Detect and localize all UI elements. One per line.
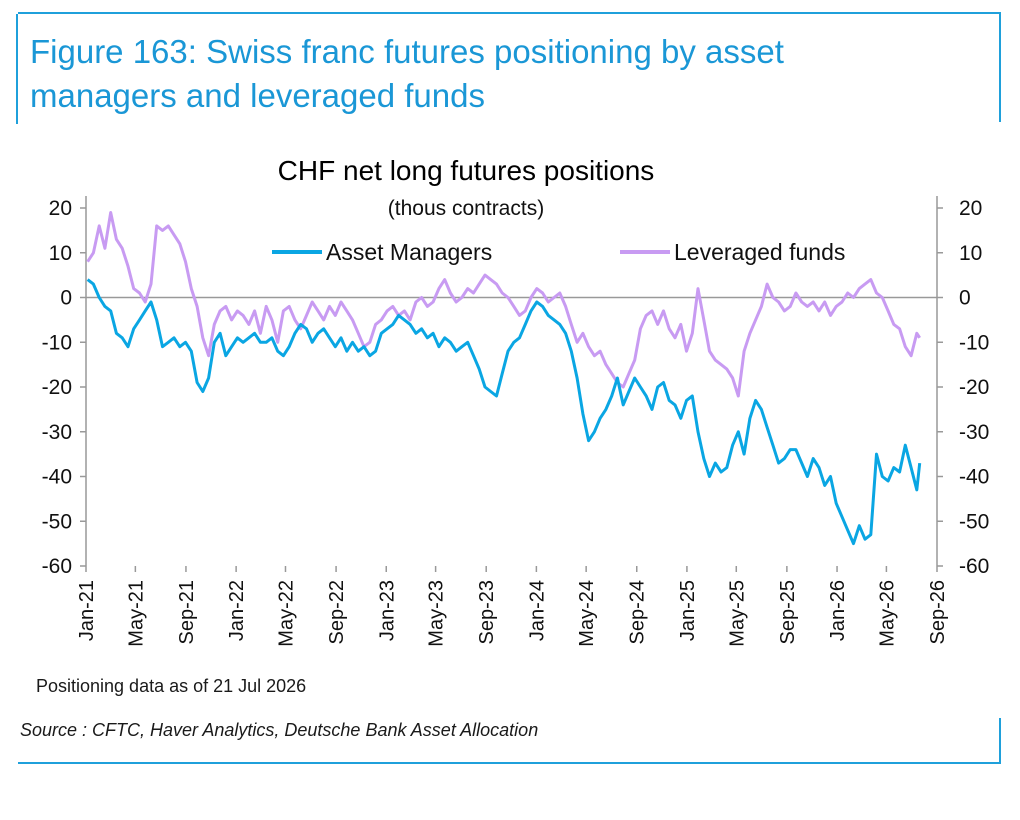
y-tick-label-right: -60 xyxy=(959,555,989,578)
y-tick-label-left: 10 xyxy=(49,242,72,265)
frame-top-rule xyxy=(18,12,1001,14)
x-tick-label: Jan-23 xyxy=(376,580,398,641)
y-tick-label-right: -20 xyxy=(959,376,989,399)
x-tick-label: Sep-23 xyxy=(476,580,498,645)
positioning-note: Positioning data as of 21 Jul 2026 xyxy=(36,676,307,696)
y-tick-label-right: -40 xyxy=(959,466,989,489)
x-tick-label: Sep-22 xyxy=(326,580,348,645)
chart-title: CHF net long futures positions xyxy=(278,155,655,186)
x-tick-label: Jan-25 xyxy=(677,580,699,641)
y-tick-label-left: -50 xyxy=(42,510,72,533)
x-tick-label: May-26 xyxy=(876,580,898,647)
y-tick-label-right: -10 xyxy=(959,331,989,354)
y-tick-label-right: 0 xyxy=(959,287,971,310)
y-tick-label-left: -10 xyxy=(42,331,72,354)
y-tick-label-left: -40 xyxy=(42,466,72,489)
y-tick-label-left: 20 xyxy=(49,197,72,220)
x-tick-label: Jan-22 xyxy=(226,580,248,641)
legend-label-leveraged-funds: Leveraged funds xyxy=(674,239,845,265)
x-tick-label: Sep-24 xyxy=(627,580,649,645)
y-tick-label-left: -60 xyxy=(42,555,72,578)
chart-subtitle: (thous contracts) xyxy=(388,197,544,220)
x-tick-label: Jan-26 xyxy=(827,580,849,641)
figure-title: Figure 163: Swiss franc futures position… xyxy=(30,33,784,114)
asset-managers-series-line xyxy=(86,278,922,546)
y-tick-label-right: -50 xyxy=(959,510,989,533)
x-tick-label: May-23 xyxy=(426,580,448,647)
frame-bottom-rule xyxy=(18,762,1001,764)
x-tick-label: Jan-21 xyxy=(76,580,98,641)
frame-left-rule xyxy=(16,14,18,124)
x-tick-label: Sep-26 xyxy=(927,580,949,645)
y-tick-label-left: -30 xyxy=(42,421,72,444)
y-tick-label-right: 10 xyxy=(959,242,982,265)
x-tick-label: May-21 xyxy=(125,580,147,647)
x-tick-label: Jan-24 xyxy=(526,580,548,641)
frame-right-rule xyxy=(999,12,1001,122)
x-tick-label: Sep-25 xyxy=(777,580,799,645)
x-tick-label: May-24 xyxy=(576,580,598,647)
x-tick-label: May-25 xyxy=(726,580,748,647)
x-tick-label: May-22 xyxy=(275,580,297,647)
y-tick-label-left: 0 xyxy=(60,287,72,310)
chart: CHF net long futures positions (thous co… xyxy=(42,155,990,647)
x-tick-label: Sep-21 xyxy=(176,580,198,645)
chart-legend: Asset Managers Leveraged funds xyxy=(272,239,845,265)
chart-axes: 20 20 10 10 0 0 -10 -10 -20 -20 -30 -30 -40 -40 -50 -50… xyxy=(42,196,989,647)
chart-series xyxy=(86,211,922,546)
frame-bottom-right-rule xyxy=(999,718,1001,764)
legend-label-asset-managers: Asset Managers xyxy=(326,239,492,265)
leveraged-funds-series-line xyxy=(86,211,921,398)
y-tick-label-left: -20 xyxy=(42,376,72,399)
y-tick-label-right: 20 xyxy=(959,197,982,220)
y-tick-label-right: -30 xyxy=(959,421,989,444)
source-note: Source : CFTC, Haver Analytics, Deutsche… xyxy=(20,720,539,740)
